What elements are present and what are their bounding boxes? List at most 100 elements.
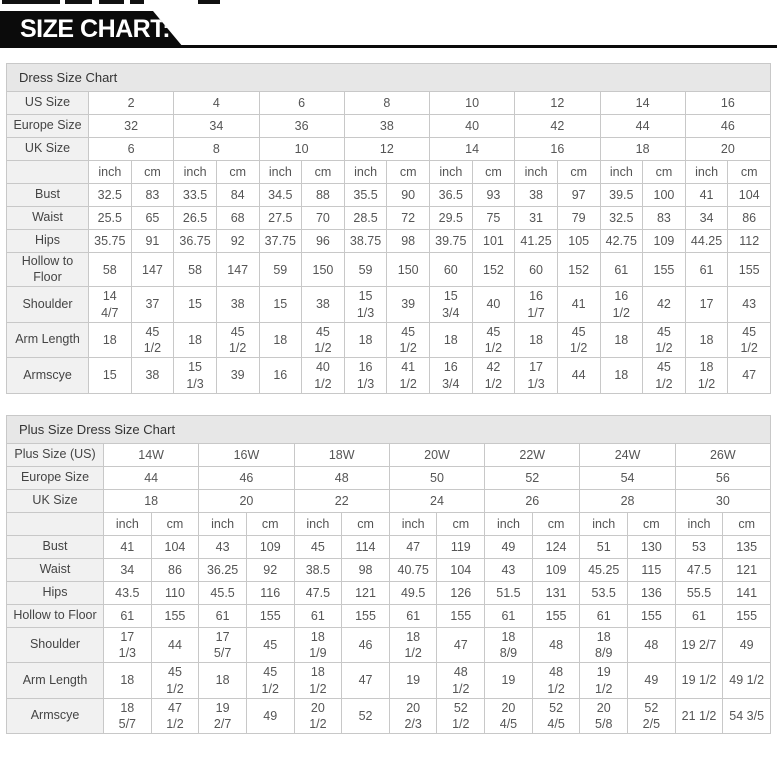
measure-row: Armscye 15 38 15 1/3 39 16 40 1/2 16 1/3 41 1/2 1… xyxy=(6,357,771,394)
measure-value-cell: 44 xyxy=(556,357,601,394)
row-label: Armscye xyxy=(6,357,89,394)
measure-value-cell: 92 xyxy=(215,229,260,253)
row-label: Plus Size (US) xyxy=(6,442,104,467)
measure-value-cell: 38 xyxy=(215,286,260,323)
row-label: Shoulder xyxy=(6,626,104,664)
measure-value-cell: 65 xyxy=(130,206,175,230)
measure-value-cell: 61 xyxy=(198,603,247,628)
size-value-cell: 34 xyxy=(173,114,260,138)
measure-value-cell: 21 1/2 xyxy=(674,697,724,735)
measure-value-cell: 47.5 xyxy=(674,557,724,582)
measure-row: Bust 32.5 83 33.5 84 34.5 88 35.5 90 36.5 93 38 97 39… xyxy=(6,183,771,207)
measure-value-cell: 45 1/2 xyxy=(556,321,601,359)
measure-value-cell: 39.75 xyxy=(429,229,473,253)
size-value-cell: 48 xyxy=(293,465,390,490)
measure-value-cell: 155 xyxy=(436,603,486,628)
measure-value-cell: 45 1/2 xyxy=(471,321,516,359)
measure-value-cell: 15 xyxy=(88,357,132,394)
row-label: Armscye xyxy=(6,697,104,735)
measure-value-cell: 61 xyxy=(599,251,644,288)
measure-value-cell: 49 xyxy=(484,534,533,559)
measure-value-cell: 18 xyxy=(343,321,388,359)
measure-value-cell: 45 1/2 xyxy=(245,662,295,699)
row-label: Shoulder xyxy=(6,286,89,323)
row-label: Bust xyxy=(6,534,104,559)
measure-value-cell: 104 xyxy=(436,557,486,582)
size-value-cell: 18 xyxy=(102,488,200,513)
measure-value-cell: 15 xyxy=(258,286,303,323)
unit-row: inch cm inch cm inch cm inch cm inch cm inch cm inch… xyxy=(6,511,771,536)
measure-value-cell: 41 1/2 xyxy=(386,357,430,394)
measure-value-cell: 68 xyxy=(215,206,260,230)
measure-row: Shoulder 17 1/3 44 17 5/7 45 18 1/9 46 18 1/2 47… xyxy=(6,626,771,664)
measure-value-cell: 91 xyxy=(130,229,175,253)
measure-value-cell: 155 xyxy=(531,603,581,628)
size-value-cell: 42 xyxy=(514,114,601,138)
size-value-cell: 20W xyxy=(388,442,486,467)
measure-value-cell: 100 xyxy=(642,183,686,207)
measure-value-cell: 109 xyxy=(531,557,581,582)
plus-size-dress-size-chart: Plus Size Dress Size Chart Plus Size (US)… xyxy=(6,414,772,735)
measure-value-cell: 31 xyxy=(514,206,558,230)
row-label: Waist xyxy=(6,557,104,582)
measure-row: Arm Length 18 45 1/2 18 45 1/2 18 1/2 47 19 48 1… xyxy=(6,662,771,699)
measure-value-cell: 150 xyxy=(386,251,430,288)
measure-value-cell: 155 xyxy=(722,603,771,628)
unit-cell: inch xyxy=(579,511,629,536)
measure-value-cell: 41 xyxy=(684,183,729,207)
measure-value-cell: 152 xyxy=(471,251,516,288)
measure-value-cell: 18 xyxy=(173,321,217,359)
measure-value-cell: 18 xyxy=(599,321,644,359)
size-value-cell: 14W xyxy=(102,442,200,467)
measure-value-cell: 61 xyxy=(684,251,729,288)
measure-value-cell: 45 1/2 xyxy=(215,321,260,359)
measure-value-cell: 17 1/3 xyxy=(103,626,152,664)
measure-value-cell: 40 xyxy=(471,286,516,323)
size-value-cell: 44 xyxy=(599,114,686,138)
unit-cell: inch xyxy=(684,160,729,184)
measure-value-cell: 18 xyxy=(684,321,729,359)
measure-value-cell: 47 xyxy=(436,626,486,664)
row-label: Hollow to Floor xyxy=(6,251,89,288)
measure-value-cell: 18 xyxy=(429,321,473,359)
size-value-cell: 14 xyxy=(599,91,686,115)
measure-row: Waist 25.5 65 26.5 68 27.5 70 28.5 72 29.5 75 31 79 3… xyxy=(6,206,771,230)
measure-value-cell: 47 1/2 xyxy=(150,697,200,735)
measure-value-cell: 61 xyxy=(674,603,724,628)
measure-value-cell: 97 xyxy=(556,183,601,207)
measure-value-cell: 48 xyxy=(531,626,581,664)
size-value-cell: 26 xyxy=(484,488,581,513)
measure-value-cell: 93 xyxy=(471,183,516,207)
measure-value-cell: 48 xyxy=(627,626,676,664)
measure-value-cell: 34.5 xyxy=(258,183,303,207)
measure-value-cell: 86 xyxy=(150,557,200,582)
measure-value-cell: 43 xyxy=(484,557,533,582)
unit-row: inch cm inch cm inch cm inch cm inch cm inch cm inch… xyxy=(6,160,771,184)
measure-value-cell: 45 1/2 xyxy=(642,321,686,359)
size-value-cell: 52 xyxy=(484,465,581,490)
measure-value-cell: 19 xyxy=(484,662,533,699)
measure-value-cell: 114 xyxy=(341,534,390,559)
clipped-text-remnant xyxy=(2,0,224,4)
measure-value-cell: 104 xyxy=(727,183,771,207)
measure-value-cell: 61 xyxy=(484,603,533,628)
measure-value-cell: 141 xyxy=(722,580,771,605)
unit-cell: cm xyxy=(130,160,175,184)
measure-value-cell: 83 xyxy=(130,183,175,207)
measure-value-cell: 38.75 xyxy=(343,229,388,253)
row-label: Hips xyxy=(6,229,89,253)
measure-value-cell: 104 xyxy=(150,534,200,559)
measure-value-cell: 19 xyxy=(388,662,438,699)
measure-value-cell: 39 xyxy=(386,286,430,323)
measure-value-cell: 92 xyxy=(245,557,295,582)
measure-value-cell: 53.5 xyxy=(579,580,629,605)
measure-value-cell: 18 xyxy=(258,321,303,359)
measure-value-cell: 119 xyxy=(436,534,486,559)
measure-value-cell: 49 xyxy=(627,662,676,699)
measure-value-cell: 60 xyxy=(429,251,473,288)
measure-value-cell: 130 xyxy=(627,534,676,559)
size-value-cell: 54 xyxy=(579,465,676,490)
measure-row: Bust 41 104 43 109 45 114 47 119 49 124 51 130 53 135 xyxy=(6,534,771,559)
unit-cell: cm xyxy=(245,511,295,536)
